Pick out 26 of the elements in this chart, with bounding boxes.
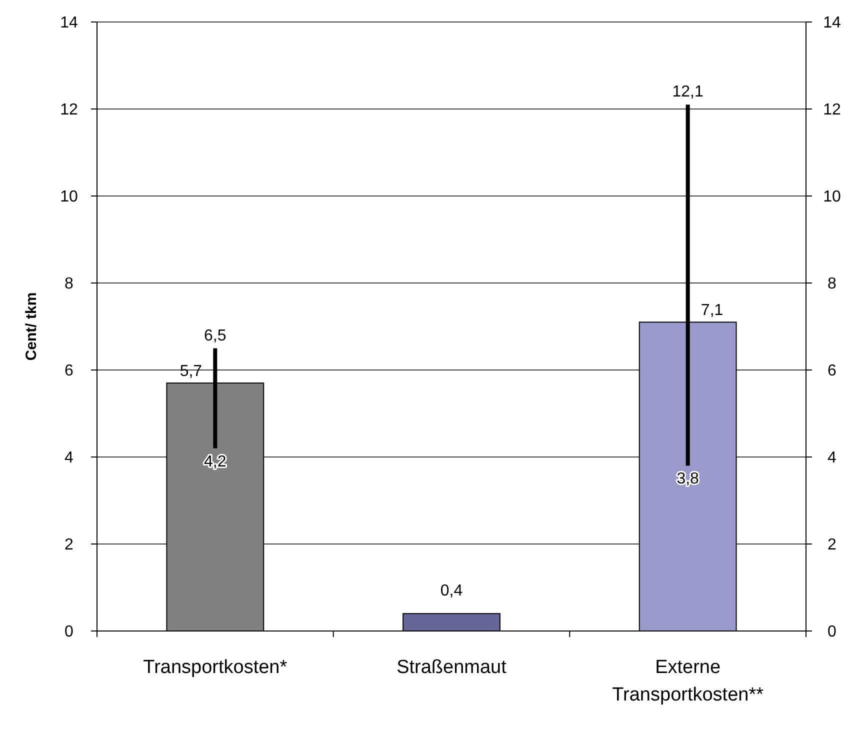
x-tick-label: Straßenmaut bbox=[396, 657, 508, 678]
y2-tick-label: 10 bbox=[823, 188, 841, 206]
y2-tick-label: 14 bbox=[823, 14, 841, 32]
y-tick-label: 6 bbox=[64, 362, 74, 380]
y-tick-label: 14 bbox=[60, 14, 78, 32]
y-tick-label: 2 bbox=[64, 536, 74, 554]
y-tick-label: 0 bbox=[64, 624, 74, 641]
data-label: 7,1 bbox=[700, 302, 724, 320]
y2-tick-label: 12 bbox=[823, 102, 841, 119]
data-label: 0,4 bbox=[440, 582, 463, 600]
y-tick-label: 4 bbox=[64, 450, 74, 467]
annotation: 4,2 bbox=[204, 453, 226, 470]
y-tick-label: 8 bbox=[64, 276, 74, 293]
y2-tick-label: 4 bbox=[828, 450, 837, 467]
y-tick-label: 10 bbox=[60, 188, 78, 206]
annotation: 6,5 bbox=[204, 327, 226, 344]
y2-tick-label: 6 bbox=[828, 362, 837, 380]
y2-tick-label: 8 bbox=[828, 276, 837, 293]
annotation: 12,1 bbox=[672, 84, 704, 101]
y2-tick-label: 0 bbox=[828, 624, 837, 641]
x-tick-label: Transportkosten* bbox=[143, 657, 288, 678]
x-tick-label: Externe Transportkosten** bbox=[612, 657, 764, 706]
y-tick-label: 12 bbox=[60, 102, 78, 119]
y-axis-title: Cent/ tkm bbox=[23, 292, 40, 361]
annotation: 3,8 bbox=[676, 470, 700, 488]
y2-tick-label: 2 bbox=[828, 536, 837, 554]
